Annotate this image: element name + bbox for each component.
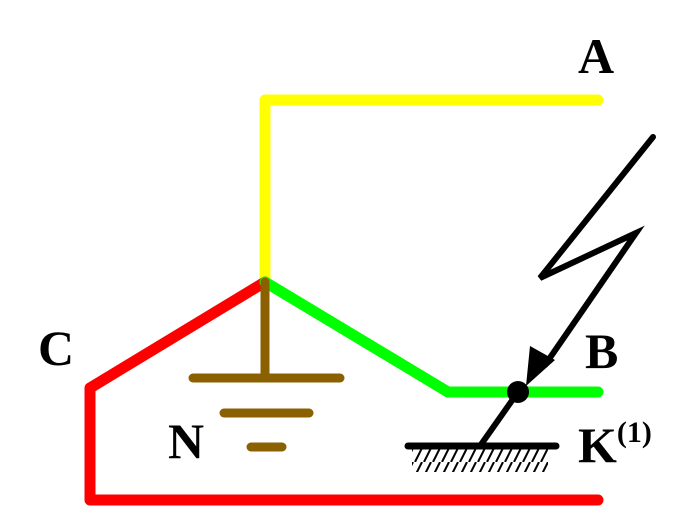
phase-a-label: A xyxy=(578,28,614,84)
fault-point-dot xyxy=(507,381,529,403)
phase-b-wire xyxy=(259,276,604,398)
neutral-ground-symbol xyxy=(188,277,345,452)
neutral-label: N xyxy=(168,413,204,469)
fault-label-letter: K xyxy=(578,417,617,473)
phase-b-label: B xyxy=(585,323,618,379)
fault-connection-wire xyxy=(477,389,521,449)
phase-a-wire xyxy=(259,94,604,286)
fault-label-superscript: (1) xyxy=(617,416,652,449)
phase-c-wire xyxy=(84,276,604,506)
fault-ground-symbol xyxy=(404,442,560,472)
fault-label: K(1) xyxy=(578,416,652,473)
lightning-bolt-icon xyxy=(526,134,656,386)
phase-c-label: C xyxy=(38,320,74,376)
